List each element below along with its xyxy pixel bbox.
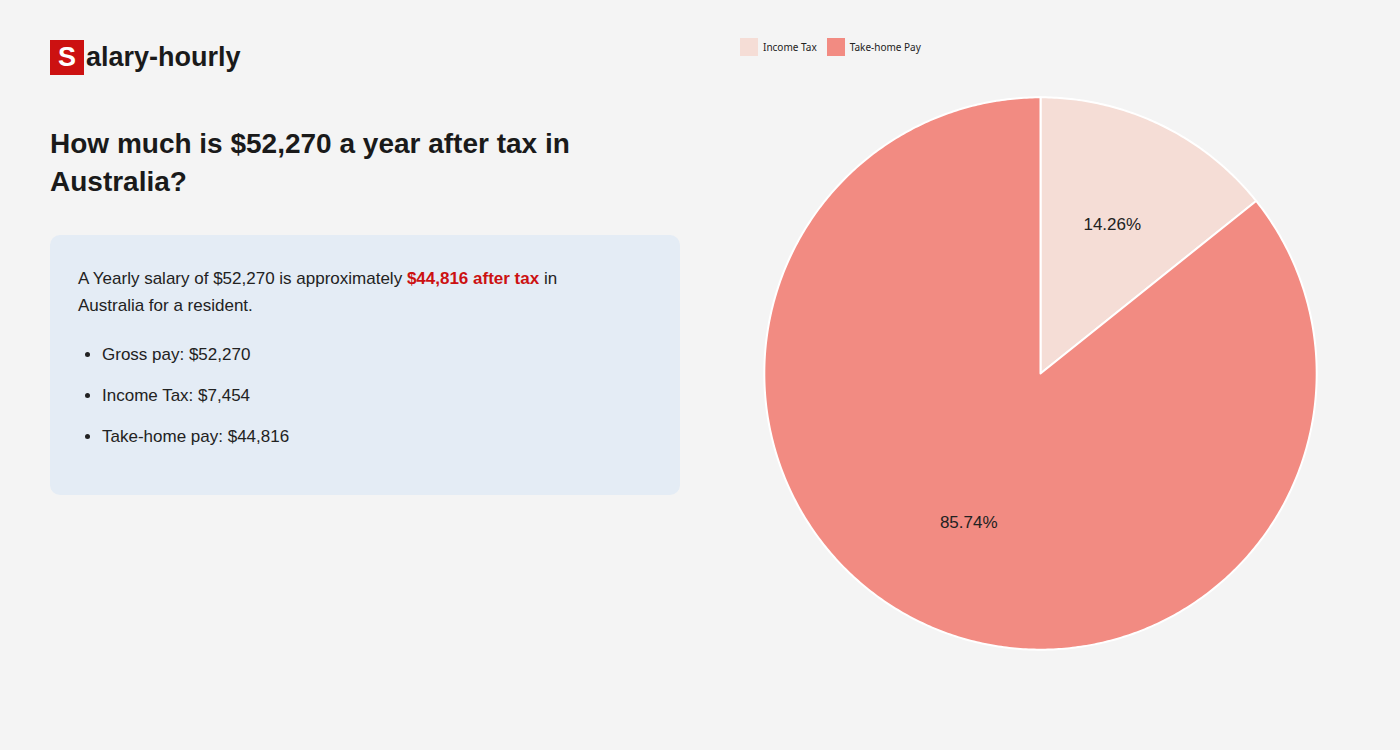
html-text:S alary-hourly: S alary-hourly [58, 42, 241, 72]
html-text:Take-home pay: $44,816: Take-home pay: $44,816 [102, 427, 290, 447]
html-text:Australia for a resident.: Australia for a resident. [78, 295, 253, 315]
html-text:Income Tax: Income Tax [763, 39, 817, 54]
html-text:Gross pay: $52,270: Gross pay: $52,270 [102, 345, 251, 364]
html-text:How much is $52,270 a year aft: How much is $52,270 a year after tax in … [50, 128, 570, 197]
html-text:A Yearly salary of $52,270 is: A Yearly salary of $52,270 is approximat… [78, 268, 558, 288]
svg-text:14.26%: 14.26% [1083, 215, 1141, 234]
svg-text:85.74%: 85.74% [940, 513, 998, 532]
html-text:Income Tax: $7,454: Income Tax: $7,454 [102, 386, 251, 406]
html-text:Take-home Pay: Take-home Pay [849, 39, 921, 54]
